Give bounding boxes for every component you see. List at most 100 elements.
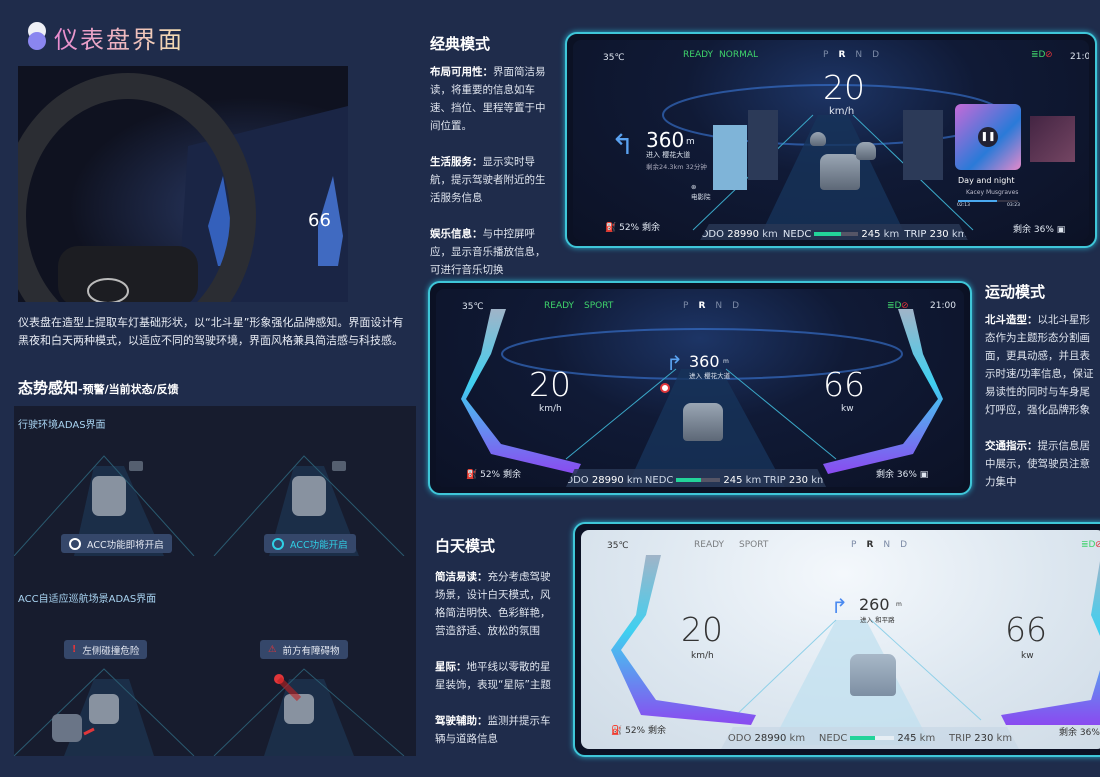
point-label: 布局可用性： — [430, 66, 493, 78]
album-cover[interactable]: ❚❚ — [955, 104, 1021, 170]
situational-heading: 态势感知-预警/当前状态/反馈 — [18, 377, 179, 398]
nedc-label: NEDC — [818, 732, 848, 744]
battery-value: 36% — [896, 470, 917, 480]
gear-p: P — [851, 540, 857, 550]
left-collision-warning: ! 左侧碰撞危险 — [64, 640, 148, 659]
parking-brake-icon: ⊘ — [1095, 540, 1100, 550]
speed-value: 20 — [681, 610, 723, 649]
day-heading: 白天模式 — [435, 537, 496, 555]
poi-cinema: ⊛ 电影院 — [691, 183, 711, 201]
fuel-level: ⛽ 52% 剩余 — [611, 723, 666, 736]
gear-n: N — [883, 540, 891, 550]
nedc-range: NEDC 245 km — [645, 475, 761, 486]
battery-label: 剩余 — [1059, 728, 1078, 738]
unit: km — [762, 228, 778, 240]
odo-label: ODO — [727, 732, 752, 744]
unit: km — [626, 474, 643, 486]
battery-value: 36% — [1079, 728, 1100, 738]
unit: km — [919, 732, 936, 744]
nav-enter: 进入 — [860, 616, 873, 624]
speed-unit: km/h — [691, 651, 714, 661]
fuel-pump-icon: ⛽ — [605, 223, 617, 233]
headlight-icon: ≣D — [1031, 50, 1046, 60]
odometer: ODO 28990 km — [565, 475, 642, 486]
turn-right-arrow-icon: ↱ — [831, 594, 848, 618]
next-album-cover[interactable] — [1030, 116, 1075, 162]
nedc-range: NEDC 245 km — [783, 229, 899, 240]
trip-meter: TRIP 230 km — [904, 229, 967, 240]
fuel-label: 剩余 — [647, 726, 666, 736]
sport-point: 北斗造型：以北斗星形态作为主题形态分割画面，更具动感，并且表示时速/功率信息，保… — [985, 311, 1097, 419]
power-value: 66 — [1005, 610, 1047, 649]
adas-road-scene — [14, 455, 405, 556]
odo-value: 28990 — [727, 228, 760, 240]
battery-label: 剩余 — [876, 470, 895, 480]
unit: km — [996, 732, 1013, 744]
unit: km — [789, 732, 806, 744]
classic-point: 娱乐信息：与中控屏呼应，显示音乐播放信息，可进行音乐切换 — [430, 225, 555, 279]
trip-bar: ODO 28990 km NEDC 245 km TRIP 230 km — [721, 727, 1019, 749]
speed-value: 20 — [823, 68, 865, 107]
parking-brake-icon: ⊘ — [1045, 50, 1053, 60]
day-point: 驾驶辅助：监测并提示车辆与道路信息 — [435, 712, 555, 748]
battery-icon: ▣ — [919, 470, 929, 480]
gear-n: N — [855, 50, 863, 60]
fuel-level: ⛽ 52% 剩余 — [605, 220, 660, 233]
steering-wheel-icon — [69, 537, 81, 550]
nav-unit: m — [896, 601, 902, 608]
unit: km — [811, 474, 827, 486]
nav-road-name: 樱花大道 — [704, 372, 731, 380]
pause-button[interactable]: ❚❚ — [978, 127, 998, 147]
point-label: 星际： — [435, 661, 467, 673]
ready-indicator: READY — [544, 301, 575, 311]
clock: 21:00 — [1070, 52, 1089, 62]
badge-label: ACC功能开启 — [290, 539, 348, 551]
gear-n: N — [715, 301, 723, 311]
nav-enter: 进入 — [689, 372, 702, 380]
parking-brake-icon: ⊘ — [901, 301, 909, 311]
fuel-value: 52% — [619, 223, 640, 233]
trip-meter: TRIP 230 km — [764, 475, 827, 486]
nedc-bar — [814, 231, 859, 236]
point-label: 交通指示： — [985, 440, 1038, 452]
warning-label: 前方有障碍物 — [282, 645, 340, 657]
steering-wheel-photo: 66 — [18, 73, 348, 302]
gear-p: P — [683, 301, 689, 311]
fuel-value: 52% — [480, 470, 501, 480]
battery-level: 剩余 36% — [1059, 725, 1100, 738]
speed-unit: km/h — [539, 404, 562, 414]
battery-value: 36% — [1033, 225, 1054, 235]
badge-label: ACC功能即将开启 — [87, 539, 164, 551]
ego-car — [850, 654, 896, 696]
battery-level: 剩余 36% ▣ — [876, 467, 928, 480]
speed-camera-icon — [660, 383, 670, 393]
headlight-icon: ≣D — [887, 301, 902, 311]
beidou-chevron-graphic — [461, 309, 943, 487]
song-elapsed: 02:13 — [957, 203, 970, 208]
fuel-label: 剩余 — [641, 223, 660, 233]
nav-enter: 进入 — [646, 151, 660, 159]
song-progress[interactable] — [958, 200, 1018, 202]
odo-label: ODO — [700, 228, 725, 240]
adas-section-label: 行驶环境ADAS界面 — [18, 420, 106, 431]
exclamation-warning-icon: ! — [72, 644, 77, 655]
day-point: 简洁易读：充分考虑驾驶场景，设计白天模式，风格简洁明快、色彩鲜艳，营造舒适、放松… — [435, 568, 555, 640]
trip-bar: ODO 28990 km NEDC 245 km TRIP 230 km — [564, 469, 828, 487]
battery-icon: ▣ — [1056, 225, 1066, 235]
song-artist: Kacey Musgraves — [966, 189, 1019, 196]
odometer: ODO 28990 km — [701, 229, 778, 240]
nav-distance: 260 — [859, 595, 890, 614]
song-title: Day and night — [958, 176, 1015, 185]
battery-label: 剩余 — [1013, 225, 1032, 235]
gear-p: P — [823, 50, 829, 60]
fuel-level: ⛽ 52% 剩余 — [466, 467, 521, 480]
situational-title: 态势感知 — [18, 379, 79, 397]
adas-panel: 行驶环境ADAS界面 ACC功能即将开启 ACC功能开启 ACC自适应巡航场景A… — [14, 406, 416, 756]
nedc-label: NEDC — [644, 474, 674, 486]
fuel-value: 52% — [625, 726, 646, 736]
